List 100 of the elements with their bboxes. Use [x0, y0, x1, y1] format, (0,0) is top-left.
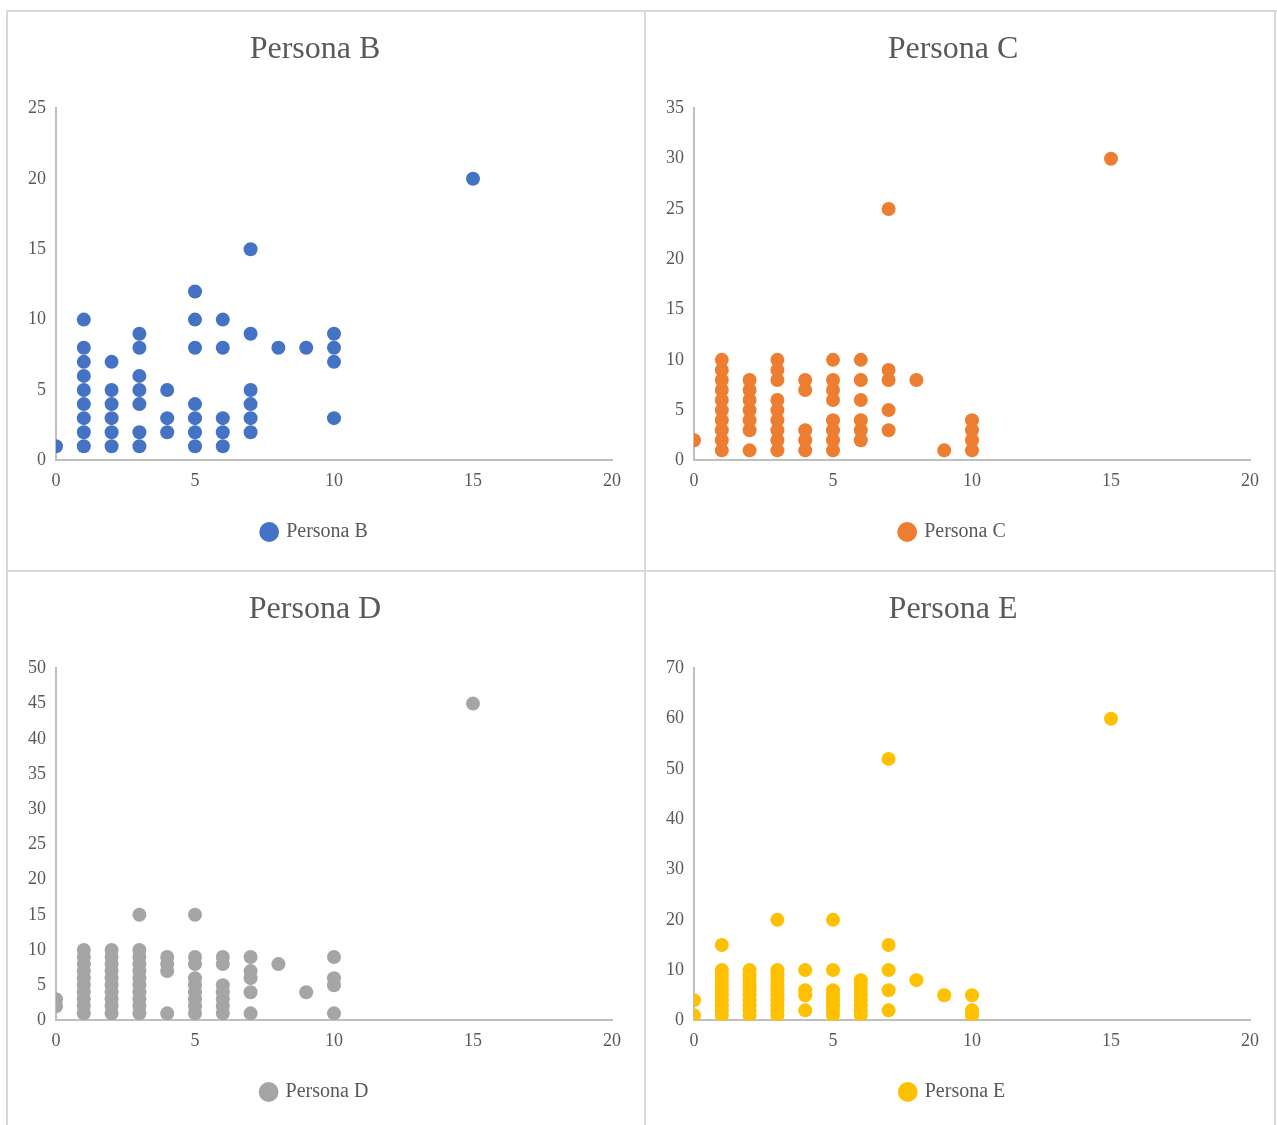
chart-title: Persona B	[249, 28, 381, 65]
point	[243, 383, 258, 397]
y-tick-label: 5	[37, 378, 46, 399]
y-tick-label: 30	[666, 858, 684, 879]
point	[215, 312, 230, 327]
y-tick-label: 20	[666, 247, 684, 268]
point	[76, 439, 91, 454]
x-tick-label: 0	[689, 469, 699, 490]
x-tick-label: 5	[828, 1029, 838, 1050]
y-tick-label: 15	[666, 298, 684, 319]
legend-label: Persona E	[924, 1079, 1006, 1102]
point	[132, 340, 147, 355]
point	[742, 372, 757, 387]
y-tick-label: 50	[28, 657, 46, 678]
point	[76, 368, 91, 383]
point	[76, 340, 91, 355]
x-tick-label: 15	[464, 469, 482, 490]
y-tick-label: 25	[28, 97, 46, 118]
point	[188, 425, 202, 440]
x-tick-label: 10	[325, 469, 343, 490]
y-tick-label: 0	[675, 1009, 684, 1030]
y-tick-label: 10	[28, 938, 46, 959]
y-tick-label: 15	[28, 237, 46, 258]
point	[76, 411, 91, 426]
x-tick-label: 0	[51, 1029, 61, 1050]
y-tick-label: 5	[675, 398, 684, 419]
point	[937, 443, 952, 458]
point	[327, 411, 341, 426]
point	[215, 439, 230, 454]
y-tick-label: 25	[28, 833, 46, 854]
y-tick-label: 20	[28, 868, 46, 889]
y-tick-label: 20	[28, 167, 46, 188]
x-tick-label: 0	[51, 469, 61, 490]
x-tick-label: 15	[464, 1029, 482, 1050]
y-tick-label: 5	[37, 973, 46, 994]
point	[132, 425, 147, 440]
x-tick-label: 15	[1102, 1029, 1120, 1050]
point	[188, 312, 202, 327]
point	[770, 352, 785, 367]
point	[104, 383, 119, 397]
x-tick-label: 20	[1241, 1029, 1259, 1050]
x-tick-label: 10	[963, 469, 981, 490]
point	[104, 354, 119, 369]
x-tick-label: 5	[828, 469, 838, 490]
point	[104, 397, 119, 412]
y-tick-label: 35	[666, 97, 684, 118]
x-tick-label: 10	[325, 1029, 343, 1050]
point	[188, 411, 202, 426]
x-tick-label: 5	[190, 469, 200, 490]
point	[909, 372, 924, 387]
point	[104, 425, 119, 440]
y-tick-label: 35	[28, 762, 46, 783]
point	[215, 411, 230, 426]
point	[742, 443, 757, 458]
chart-title: Persona E	[888, 588, 1018, 625]
legend-label: Persona C	[924, 519, 1006, 542]
point	[881, 423, 896, 438]
y-tick-label: 10	[666, 958, 684, 979]
x-tick-label: 5	[190, 1029, 200, 1050]
y-tick-label: 30	[666, 147, 684, 168]
point	[243, 411, 258, 426]
x-tick-label: 20	[603, 469, 621, 490]
point	[215, 340, 230, 355]
point	[327, 340, 341, 355]
y-tick-label: 50	[666, 757, 684, 778]
point	[798, 372, 813, 387]
y-tick-label: 25	[666, 197, 684, 218]
point	[188, 340, 202, 355]
point	[853, 393, 868, 408]
point	[881, 362, 896, 377]
point	[188, 284, 202, 299]
point	[76, 312, 91, 327]
y-tick-label: 40	[28, 727, 46, 748]
point	[76, 383, 91, 397]
y-tick-label: 10	[28, 308, 46, 329]
point	[853, 372, 868, 387]
point	[76, 425, 91, 440]
y-tick-label: 10	[666, 348, 684, 369]
point	[188, 439, 202, 454]
x-tick-label: 15	[1102, 469, 1120, 490]
y-tick-label: 0	[37, 1009, 46, 1030]
point	[271, 340, 286, 355]
x-tick-label: 20	[1241, 469, 1259, 490]
point	[243, 397, 258, 412]
x-tick-label: 0	[689, 1029, 699, 1050]
point	[132, 368, 147, 383]
y-tick-label: 60	[666, 707, 684, 728]
point	[299, 340, 314, 355]
point	[104, 411, 119, 426]
y-tick-label: 15	[28, 903, 46, 924]
y-tick-label: 30	[28, 797, 46, 818]
point	[76, 397, 91, 412]
point	[881, 201, 896, 216]
point	[826, 372, 840, 387]
legend-label: Persona B	[286, 519, 368, 542]
x-tick-label: 10	[963, 1029, 981, 1050]
y-tick-label: 45	[28, 692, 46, 713]
point	[327, 354, 341, 369]
point	[243, 326, 258, 341]
legend-label: Persona D	[285, 1079, 369, 1102]
